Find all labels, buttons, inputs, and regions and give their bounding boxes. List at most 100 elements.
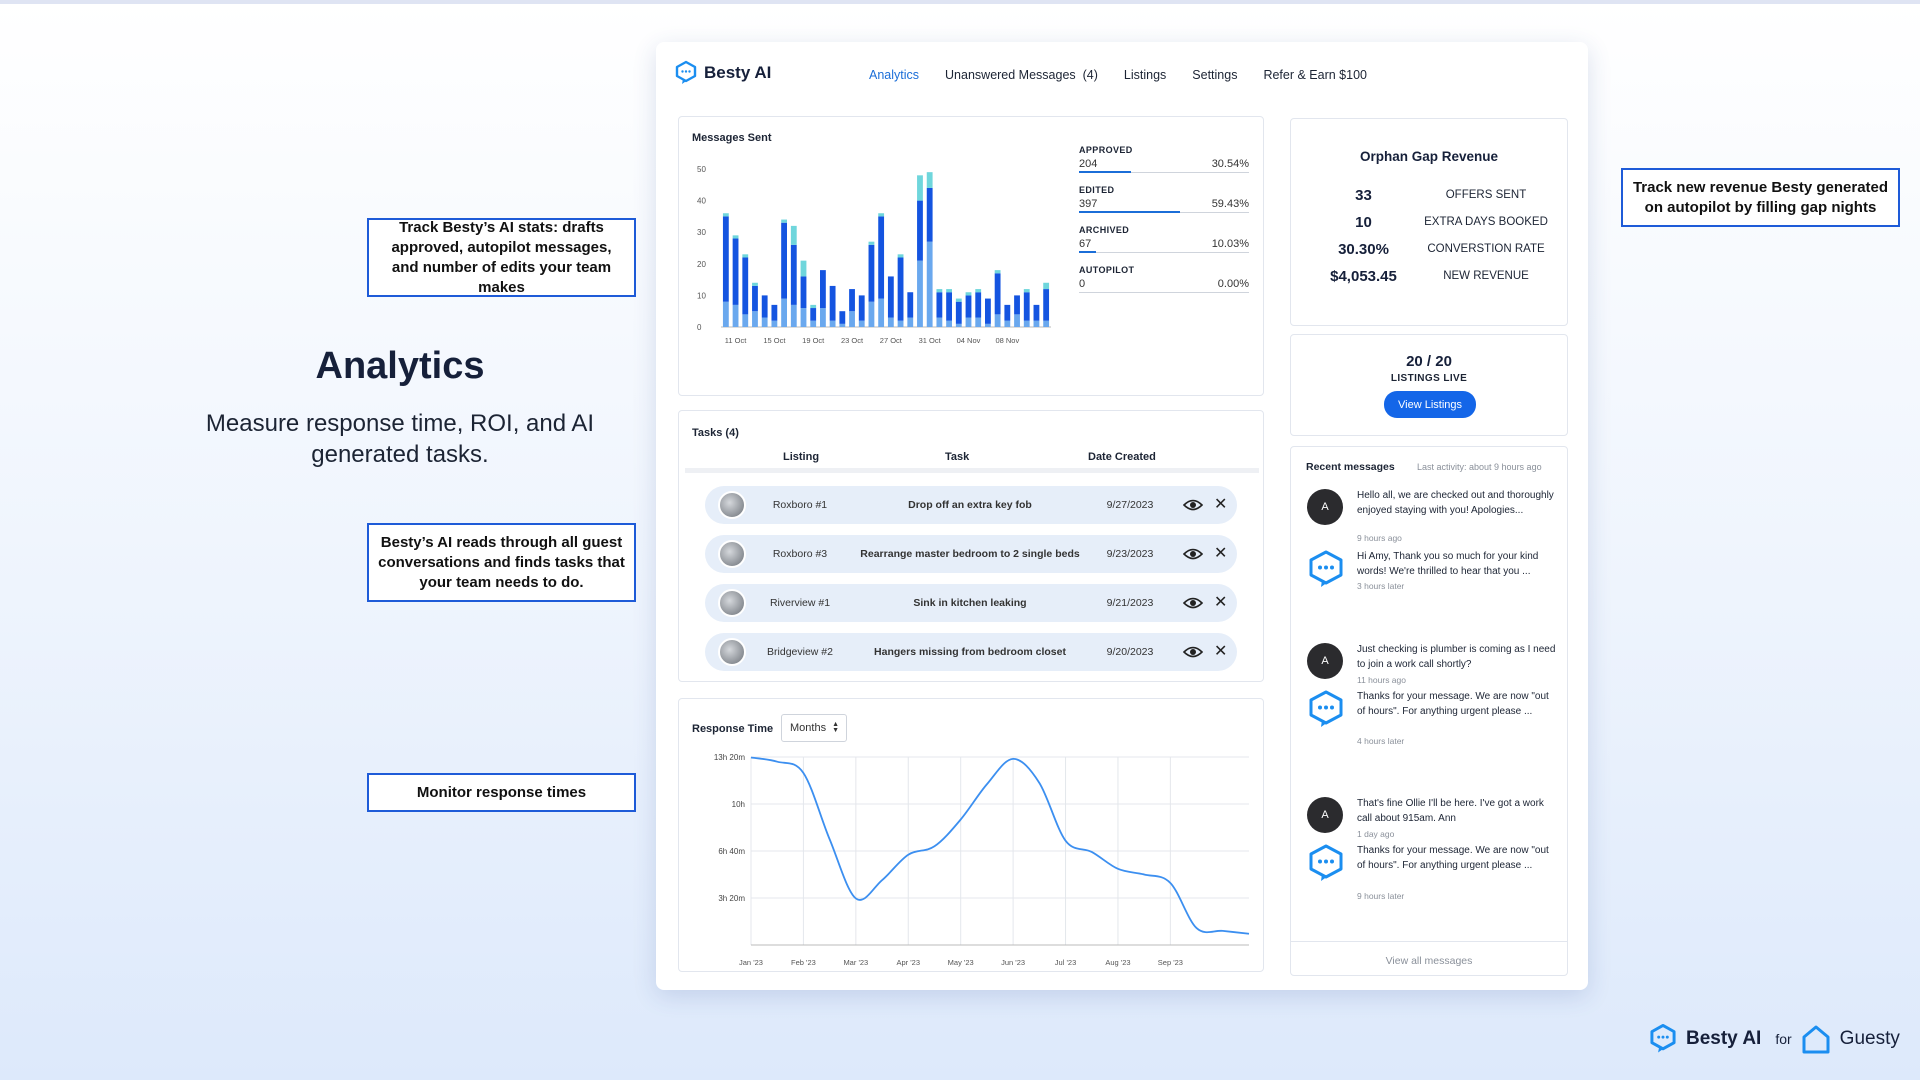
bar-segment xyxy=(1004,320,1011,327)
orphan-revenue-label: NEW REVENUE xyxy=(1443,270,1529,282)
close-icon[interactable]: ✕ xyxy=(1214,545,1228,562)
close-icon[interactable]: ✕ xyxy=(1214,594,1228,611)
tasks-header-listing: Listing xyxy=(783,451,820,463)
bar-segment xyxy=(975,292,982,318)
bar-segment xyxy=(878,213,885,217)
bar-segment xyxy=(868,244,875,302)
avatar: A xyxy=(1307,643,1343,679)
orphan-days-value: 10 xyxy=(1355,214,1372,231)
task-row[interactable]: Bridgeview #2 Hangers missing from bedro… xyxy=(705,633,1237,671)
task-listing: Riverview #1 xyxy=(769,597,831,609)
response-time-title: Response Time xyxy=(692,723,774,735)
x-tick-label: 31 Oct xyxy=(919,336,942,345)
besty-chat-icon xyxy=(675,60,697,84)
bar-segment xyxy=(761,317,768,327)
x-tick-label: Sep '23 xyxy=(1158,958,1183,967)
bar-segment xyxy=(722,301,729,327)
bar-segment xyxy=(946,320,952,327)
stat-archived-count: 67 xyxy=(1079,238,1092,250)
eye-icon[interactable] xyxy=(1183,546,1203,562)
stat-archived-bar xyxy=(1079,251,1097,253)
task-description: Sink in kitchen leaking xyxy=(913,597,1027,609)
bar-segment xyxy=(1043,289,1050,321)
stat-archived-percent: 10.03% xyxy=(1211,238,1249,250)
messages-sent-panel: Messages Sent 0 10 20 30 40 50 11 Oct 15 Oct 19 … xyxy=(678,116,1264,396)
top-divider xyxy=(0,0,1920,4)
period-select[interactable]: Months ▲ ▼ xyxy=(781,714,847,742)
eye-icon[interactable] xyxy=(1183,595,1203,611)
bar-segment xyxy=(985,298,991,324)
task-date: 9/23/2023 xyxy=(1106,548,1154,560)
tab-refer-earn[interactable]: Refer & Earn $100 xyxy=(1263,68,1367,82)
bar-segment xyxy=(820,308,826,327)
besty-chat-icon xyxy=(1309,844,1343,881)
besty-chat-icon xyxy=(1309,690,1343,727)
message-text[interactable]: Thanks for your message. We are now "out… xyxy=(1357,845,1549,871)
bar-segment xyxy=(878,216,885,299)
orphan-gap-title: Orphan Gap Revenue xyxy=(1359,149,1499,164)
bar-segment xyxy=(897,320,904,327)
bar-segment xyxy=(790,304,797,327)
task-row[interactable]: Roxboro #1 Drop off an extra key fob 9/2… xyxy=(705,486,1237,524)
x-tick-label: 19 Oct xyxy=(802,336,825,345)
eye-icon[interactable] xyxy=(1183,497,1203,513)
bar-segment xyxy=(722,216,729,302)
message-text[interactable]: Just checking is plumber is coming as I … xyxy=(1357,644,1556,670)
bar-segment xyxy=(781,219,787,223)
bar-segment xyxy=(800,308,807,327)
y-tick-label: 3h 20m xyxy=(718,894,745,903)
bar-segment xyxy=(752,282,758,286)
response-time-panel: Response Time Months ▲ ▼ 3h 20m 6h 40m 10h 1… xyxy=(678,698,1264,972)
stat-archived: ARCHIVED 67 10.03% xyxy=(1079,225,1249,253)
bar-segment xyxy=(955,323,962,327)
close-icon[interactable]: ✕ xyxy=(1214,496,1228,513)
message-text[interactable]: Hello all, we are checked out and thorou… xyxy=(1357,490,1554,516)
bar-segment xyxy=(975,317,982,327)
x-tick-label: 23 Oct xyxy=(841,336,864,345)
bar-segment xyxy=(790,225,797,245)
eye-icon[interactable] xyxy=(1183,644,1203,660)
message-time: 4 hours later xyxy=(1357,736,1405,746)
bar-segment xyxy=(781,298,787,327)
task-row[interactable]: Roxboro #3 Rearrange master bedroom to 2… xyxy=(705,535,1237,573)
messages-sent-chart: 0 10 20 30 40 50 11 Oct 15 Oct 19 Oct 23 Oct 27 Oc… xyxy=(697,165,1051,345)
bar-segment xyxy=(742,314,749,327)
tab-unanswered-messages[interactable]: Unanswered Messages (4) xyxy=(945,68,1098,82)
close-icon[interactable]: ✕ xyxy=(1214,643,1228,660)
stat-edited-percent: 59.43% xyxy=(1211,198,1249,210)
view-listings-button[interactable]: View Listings xyxy=(1384,391,1476,418)
bar-segment xyxy=(722,213,729,217)
message-time: 11 hours ago xyxy=(1357,675,1406,685)
bar-segment xyxy=(858,320,865,327)
bar-segment xyxy=(897,254,904,258)
bar-segment xyxy=(810,308,817,321)
brand-logo[interactable]: Besty AI xyxy=(674,60,771,86)
task-listing: Roxboro #1 xyxy=(772,499,828,511)
stat-autopilot-label: AUTOPILOT xyxy=(1079,265,1135,275)
messages-sent-title: Messages Sent xyxy=(692,132,772,144)
bar-segment xyxy=(849,311,855,327)
bar-segment xyxy=(926,187,933,242)
tab-analytics[interactable]: Analytics xyxy=(869,68,920,82)
task-row[interactable]: Riverview #1 Sink in kitchen leaking 9/2… xyxy=(705,584,1237,622)
recent-messages-title: Recent messages xyxy=(1306,461,1395,473)
stat-edited-count: 397 xyxy=(1079,198,1098,210)
bar-segment xyxy=(994,273,1001,315)
besty-chat-icon xyxy=(1650,1023,1676,1053)
bar-segment xyxy=(732,304,739,327)
bar-segment xyxy=(955,298,962,302)
orphan-offers-value: 33 xyxy=(1355,187,1372,204)
message-text[interactable]: Hi Amy, Thank you so much for your kind … xyxy=(1357,551,1539,577)
message-text[interactable]: Thanks for your message. We are now "out… xyxy=(1357,691,1549,717)
tab-listings[interactable]: Listings xyxy=(1123,68,1167,82)
bar-segment xyxy=(810,304,817,309)
stat-autopilot-percent: 0.00% xyxy=(1217,278,1249,290)
message-text[interactable]: That's fine Ollie I'll be here. I've got… xyxy=(1357,798,1544,824)
view-all-messages-link[interactable]: View all messages xyxy=(1385,955,1473,967)
bar-segment xyxy=(742,257,749,315)
task-description: Drop off an extra key fob xyxy=(908,499,1032,511)
tab-settings[interactable]: Settings xyxy=(1192,68,1238,82)
listing-thumbnail xyxy=(718,540,746,568)
stat-edited: EDITED 397 59.43% xyxy=(1079,185,1249,213)
bar-segment xyxy=(946,289,952,293)
